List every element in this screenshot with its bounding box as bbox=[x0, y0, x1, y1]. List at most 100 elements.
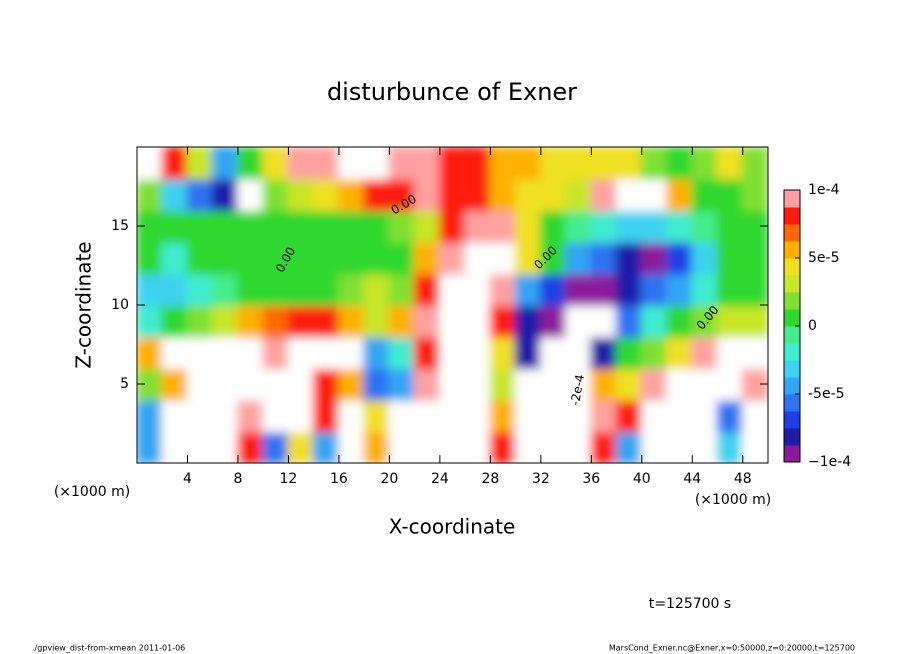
field-cell bbox=[514, 430, 542, 463]
colorbar-swatch bbox=[784, 224, 800, 242]
colorbar-tick-label: -5e-5 bbox=[808, 386, 845, 402]
y-tick-label: 15 bbox=[111, 218, 129, 234]
field-cell bbox=[236, 272, 265, 306]
field-cell bbox=[236, 209, 265, 243]
x-tick-label: 16 bbox=[330, 471, 348, 487]
field-cell bbox=[137, 240, 164, 275]
footer-right: MarsCond_Exner.nc@Exner,x=0:50000,z=0:20… bbox=[609, 644, 855, 653]
field-cell bbox=[691, 240, 719, 275]
field-cell bbox=[186, 367, 214, 401]
field-cell bbox=[716, 209, 744, 243]
field-cell bbox=[363, 209, 391, 243]
field-cell bbox=[211, 177, 239, 212]
field-cell bbox=[137, 272, 164, 306]
field-cell bbox=[716, 398, 744, 433]
colorbar-tick-label: 1e-4 bbox=[808, 182, 840, 198]
field-cell bbox=[337, 430, 366, 463]
field-cell bbox=[666, 240, 694, 275]
field-cell bbox=[388, 430, 416, 463]
field-cell bbox=[388, 272, 416, 306]
field-cell bbox=[514, 272, 542, 306]
field-cell bbox=[287, 398, 315, 433]
field-cell bbox=[262, 177, 290, 212]
field-cell bbox=[312, 177, 340, 212]
field-cell bbox=[186, 335, 214, 370]
field-cell bbox=[691, 430, 719, 463]
colorbar-swatch bbox=[784, 411, 800, 429]
field-cell bbox=[666, 209, 694, 243]
field-cell bbox=[211, 272, 239, 306]
field-cell bbox=[716, 272, 744, 306]
field-cell bbox=[741, 147, 768, 180]
field-cell bbox=[464, 335, 492, 370]
field-cell bbox=[716, 430, 744, 463]
field-cell bbox=[161, 240, 189, 275]
x-unit-right: (×1000 m) bbox=[695, 492, 771, 508]
field-cell bbox=[312, 240, 340, 275]
field-cell bbox=[137, 304, 164, 338]
field-cell bbox=[716, 367, 744, 401]
field-cell bbox=[337, 398, 366, 433]
field-cell bbox=[211, 398, 239, 433]
colorbar-swatch bbox=[784, 377, 800, 395]
field-cell bbox=[413, 147, 441, 180]
field-cell bbox=[312, 209, 340, 243]
field-cell bbox=[691, 335, 719, 370]
field-cell bbox=[666, 177, 694, 212]
field-cell bbox=[363, 335, 391, 370]
field-cell bbox=[489, 335, 517, 370]
field-cell bbox=[161, 335, 189, 370]
field-cell bbox=[691, 367, 719, 401]
field-cell bbox=[741, 430, 768, 463]
field-cell bbox=[413, 177, 441, 212]
field-cell bbox=[615, 240, 643, 275]
field-cell bbox=[640, 147, 669, 180]
field-cell bbox=[489, 177, 517, 212]
field-cell bbox=[666, 272, 694, 306]
field-cell bbox=[337, 304, 366, 338]
field-cell bbox=[539, 430, 568, 463]
field-cell bbox=[565, 177, 593, 212]
field-cell bbox=[287, 272, 315, 306]
field-cell bbox=[388, 240, 416, 275]
field-cell bbox=[640, 240, 669, 275]
field-cell bbox=[640, 177, 669, 212]
field-cell bbox=[236, 240, 265, 275]
field-cell bbox=[565, 398, 593, 433]
field-cell bbox=[287, 335, 315, 370]
field-cell bbox=[590, 398, 618, 433]
field-cell bbox=[741, 304, 768, 338]
field-cell bbox=[388, 398, 416, 433]
field-cell bbox=[363, 367, 391, 401]
field-cell bbox=[161, 304, 189, 338]
field-cell bbox=[539, 147, 568, 180]
field-cell bbox=[539, 398, 568, 433]
field-cell bbox=[590, 209, 618, 243]
field-cell bbox=[691, 304, 719, 338]
colorbar-swatch bbox=[784, 326, 800, 344]
field-cell bbox=[539, 177, 568, 212]
field-cell bbox=[186, 209, 214, 243]
field-cell bbox=[287, 177, 315, 212]
time-label: t=125700 s bbox=[649, 596, 731, 612]
x-tick-label: 36 bbox=[582, 471, 600, 487]
field-cell bbox=[640, 398, 669, 433]
field-cell bbox=[388, 209, 416, 243]
field-cell bbox=[337, 209, 366, 243]
field-cell bbox=[464, 147, 492, 180]
y-tick-label: 10 bbox=[111, 297, 129, 313]
field-cell bbox=[565, 272, 593, 306]
field-cell bbox=[236, 147, 265, 180]
field-cell bbox=[186, 304, 214, 338]
field-area bbox=[137, 147, 768, 463]
field-cell bbox=[716, 304, 744, 338]
field-cell bbox=[262, 304, 290, 338]
field-cell bbox=[741, 177, 768, 212]
x-axis-label: X-coordinate bbox=[389, 515, 516, 539]
field-cell bbox=[186, 272, 214, 306]
field-cell bbox=[615, 147, 643, 180]
field-cell bbox=[741, 272, 768, 306]
field-cell bbox=[337, 367, 366, 401]
field-cell bbox=[262, 398, 290, 433]
colorbar-swatch bbox=[784, 428, 800, 446]
